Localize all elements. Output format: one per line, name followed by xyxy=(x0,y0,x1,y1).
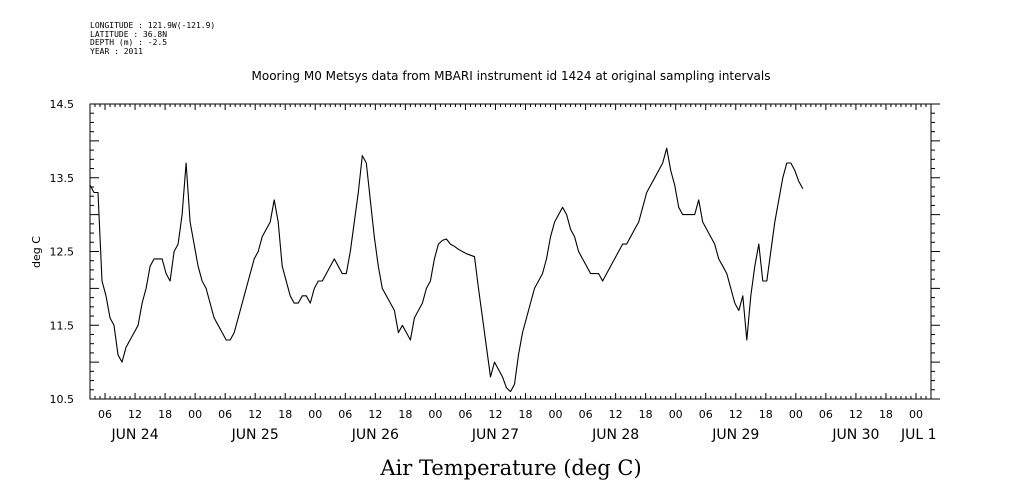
year-label: YEAR : 2011 xyxy=(90,46,143,56)
x-hour-tick-label: 00 xyxy=(909,408,923,421)
x-hour-tick-label: 18 xyxy=(158,408,172,421)
x-axis-label: Air Temperature (deg C) xyxy=(379,456,641,480)
x-hour-tick-label: 06 xyxy=(458,408,472,421)
x-hour-tick-label: 18 xyxy=(639,408,653,421)
x-hour-tick-label: 12 xyxy=(849,408,863,421)
y-tick-label: 10.5 xyxy=(50,393,75,406)
x-hour-tick-label: 00 xyxy=(789,408,803,421)
x-hour-tick-label: 12 xyxy=(729,408,743,421)
axis-ticks xyxy=(89,103,940,400)
x-hour-tick-label: 18 xyxy=(278,408,292,421)
x-hour-tick-label: 06 xyxy=(819,408,833,421)
y-axis-label: deg C xyxy=(30,236,43,268)
plot-frame xyxy=(89,103,932,400)
depth-label: DEPTH (m) : -2.5 xyxy=(90,38,168,47)
x-day-label: JUN 28 xyxy=(591,427,639,443)
y-tick-label: 11.5 xyxy=(50,319,75,332)
x-hour-tick-label: 06 xyxy=(98,408,112,421)
x-hour-tick-label: 12 xyxy=(248,408,262,421)
x-hour-tick-label: 06 xyxy=(579,408,593,421)
x-hour-tick-label: 18 xyxy=(879,408,893,421)
x-day-label: JUN 30 xyxy=(831,427,879,443)
x-hour-tick-label: 12 xyxy=(368,408,382,421)
x-day-label: JUN 24 xyxy=(110,427,158,443)
x-hour-tick-label: 00 xyxy=(308,408,322,421)
x-hour-tick-label: 06 xyxy=(338,408,352,421)
x-hour-tick-label: 00 xyxy=(549,408,563,421)
x-hour-tick-label: 00 xyxy=(428,408,442,421)
x-hour-tick-label: 18 xyxy=(759,408,773,421)
x-hour-tick-label: 18 xyxy=(398,408,412,421)
x-hour-tick-label: 12 xyxy=(488,408,502,421)
y-tick-label: 13.5 xyxy=(50,172,75,185)
x-hour-tick-label: 12 xyxy=(128,408,142,421)
x-hour-tick-label: 00 xyxy=(669,408,683,421)
chart-title: Mooring M0 Metsys data from MBARI instru… xyxy=(252,69,771,83)
y-tick-label: 12.5 xyxy=(50,246,75,259)
x-hour-tick-label: 06 xyxy=(699,408,713,421)
longitude-label: LONGITUDE : 121.9W(-121.9) xyxy=(90,21,216,30)
x-day-label: JUN 26 xyxy=(351,427,399,443)
x-hour-tick-label: 00 xyxy=(188,408,202,421)
x-day-label: JUN 25 xyxy=(231,427,279,443)
x-hour-tick-label: 06 xyxy=(218,408,232,421)
axis-tick-labels: 10.5 11.5 12.5 13.5 14.5 06 12 18 00 06 12 18 00 06 12… xyxy=(50,98,937,443)
x-day-label: JUL 1 xyxy=(900,427,937,443)
x-hour-tick-label: 18 xyxy=(519,408,533,421)
station-metadata: LONGITUDE : 121.9W(-121.9) LATITUDE : 36… xyxy=(90,21,216,56)
series-layer xyxy=(89,147,804,393)
x-hour-tick-label: 12 xyxy=(609,408,623,421)
latitude-label: LATITUDE : 36.8N xyxy=(90,29,168,39)
x-day-label: JUN 27 xyxy=(471,427,519,443)
y-tick-label: 14.5 xyxy=(50,98,75,111)
air-temperature-series-line xyxy=(89,147,804,393)
x-day-label: JUN 29 xyxy=(711,427,759,443)
